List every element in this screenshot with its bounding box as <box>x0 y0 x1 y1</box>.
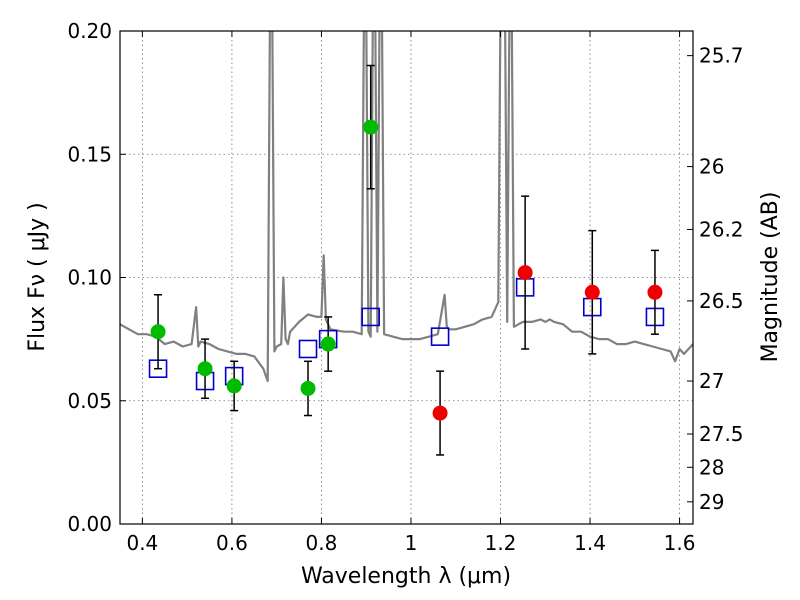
right-tick-label: 25.7 <box>699 44 744 68</box>
x-axis-label: Wavelength λ (μm) <box>301 564 511 589</box>
observed-point <box>320 336 336 352</box>
sed-model-line <box>120 31 693 383</box>
y-axis-right-label: Magnitude (AB) <box>758 192 783 363</box>
observed-point <box>517 265 533 281</box>
right-tick-label: 26 <box>699 155 724 179</box>
marker-layer <box>148 64 665 456</box>
model-photometry-square <box>298 339 318 359</box>
x-tick-label: 1.4 <box>574 531 606 555</box>
x-tick-label: 0.6 <box>216 531 248 555</box>
observed-point <box>584 284 600 300</box>
y-tick-label: 0.00 <box>67 512 112 536</box>
x-tick-label: 0.4 <box>126 531 158 555</box>
x-tick-label: 1.6 <box>664 531 696 555</box>
right-tick-label: 27.5 <box>699 422 744 446</box>
x-tick-label: 1 <box>405 531 418 555</box>
observed-point <box>150 324 166 340</box>
series-layer <box>120 31 693 383</box>
observed-point <box>432 405 448 421</box>
grid-layer <box>120 30 693 525</box>
observed-point <box>197 361 213 377</box>
right-tick-label: 29 <box>699 490 724 514</box>
y-axis-label: Flux Fν ( μJy ) <box>25 202 50 351</box>
y-tick-label: 0.05 <box>67 389 112 413</box>
observed-point <box>300 380 316 396</box>
observed-point <box>363 119 379 135</box>
observed-point <box>226 378 242 394</box>
model-photometry-square <box>361 307 380 327</box>
right-tick-label: 27 <box>699 369 724 393</box>
tick-layer: 0.4 0.6 0.8 1 1.2 1.4 1.6 0.00 0.05 0.10 0.15 0.20 2… <box>67 19 743 555</box>
x-tick-label: 0.8 <box>306 531 338 555</box>
y-tick-label: 0.20 <box>67 19 112 43</box>
right-tick-label: 28 <box>699 455 724 479</box>
y-tick-label: 0.10 <box>67 266 112 290</box>
y-tick-label: 0.15 <box>67 142 112 166</box>
right-tick-label: 26.2 <box>699 217 744 241</box>
x-tick-label: 1.2 <box>485 531 517 555</box>
observed-point <box>647 284 663 300</box>
right-tick-label: 26.5 <box>699 289 744 313</box>
model-photometry-square <box>430 327 450 346</box>
